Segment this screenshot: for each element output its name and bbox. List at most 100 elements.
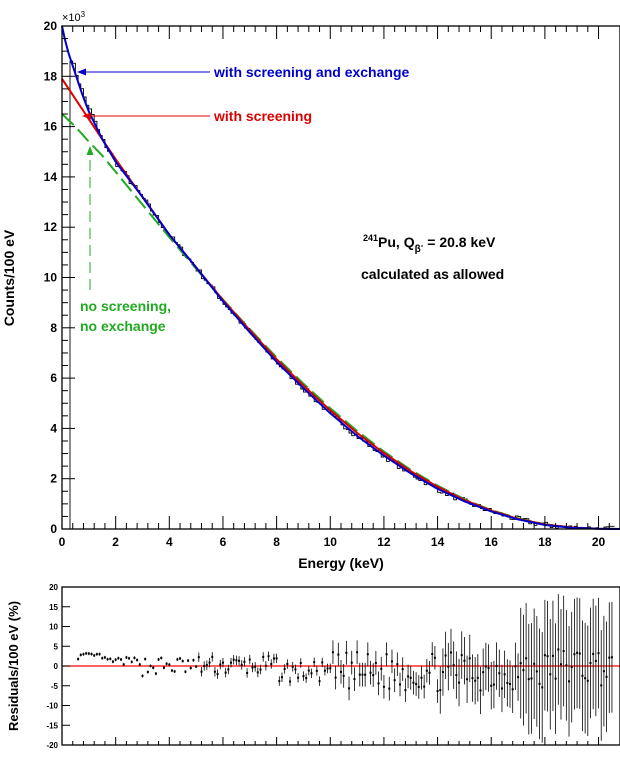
residual-point (482, 671, 485, 674)
residual-point (361, 673, 364, 676)
residual-point (608, 656, 611, 659)
y-axis-title: Counts/100 eV (1, 229, 17, 326)
residual-point (517, 676, 520, 679)
residual-point (184, 670, 187, 673)
residual-point (297, 676, 300, 679)
residual-point (474, 679, 477, 682)
residual-point (238, 659, 241, 662)
residual-point (425, 669, 428, 672)
residual-point (353, 678, 356, 681)
arrowhead-no-screening (86, 146, 94, 155)
residual-point (415, 683, 418, 686)
residual-point (404, 689, 407, 692)
residual-point (125, 656, 128, 659)
residual-y-tick-label: 0 (54, 662, 59, 671)
residual-point (101, 657, 104, 660)
residual-point (117, 657, 120, 660)
arrowhead-screening (82, 112, 91, 120)
main-x-tick-label: 14 (431, 535, 445, 549)
y-multiplier: ×103 (62, 10, 86, 24)
residual-point (310, 672, 313, 675)
residual-point (358, 673, 361, 676)
residual-point (307, 669, 310, 672)
residual-point (382, 685, 385, 688)
residual-point (431, 652, 434, 655)
residual-point (594, 659, 597, 662)
isotope-annotation: 241Pu, Qβ- = 20.8 keV (363, 233, 496, 255)
residual-point (138, 663, 141, 666)
residual-point (165, 662, 168, 665)
residual-point (506, 681, 509, 684)
residual-point (372, 674, 375, 677)
main-x-tick-label: 20 (592, 535, 606, 549)
residual-point (315, 669, 318, 672)
residual-point (439, 689, 442, 692)
residual-point (189, 667, 192, 670)
residual-point (452, 664, 455, 667)
residual-point (396, 663, 399, 666)
residual-point (305, 677, 308, 680)
residual-point (538, 682, 541, 685)
residual-point (420, 676, 423, 679)
residual-point (200, 670, 203, 673)
residual-point (519, 662, 522, 665)
residual-point (428, 671, 431, 674)
residual-point (487, 667, 490, 670)
residual-point (436, 690, 439, 693)
main-y-tick-label: 10 (44, 271, 58, 285)
residual-point (530, 677, 533, 680)
q-subscript: β (415, 244, 421, 255)
calculated-annotation: calculated as allowed (361, 266, 504, 282)
residual-point (192, 659, 195, 662)
residual-point (179, 657, 182, 660)
residual-point (455, 674, 458, 677)
residual-point (458, 681, 461, 684)
arrowhead-screening-exchange (77, 68, 86, 76)
residual-point (211, 655, 214, 658)
main-x-tick-label: 4 (166, 535, 173, 549)
main-x-tick-label: 2 (112, 535, 119, 549)
residual-point (576, 651, 579, 654)
residual-point (533, 662, 536, 665)
residual-point (283, 667, 286, 670)
residual-point (176, 658, 179, 661)
residual-point (264, 664, 267, 667)
residual-point (380, 667, 383, 670)
residual-point (262, 655, 265, 658)
residual-point (267, 655, 270, 658)
residual-point (128, 657, 131, 660)
residual-point (600, 684, 603, 687)
residual-point (463, 659, 466, 662)
residual-point (546, 655, 549, 658)
residual-point (272, 657, 275, 660)
residual-point (240, 663, 243, 666)
residual-point (568, 680, 571, 683)
residual-point (329, 667, 332, 670)
residual-point (388, 687, 391, 690)
residual-point (503, 673, 506, 676)
residual-point (294, 668, 297, 671)
residual-point (95, 653, 98, 656)
main-y-tick-label: 14 (44, 170, 58, 184)
main-y-tick-label: 8 (50, 321, 57, 335)
residual-point (170, 669, 173, 672)
residual-point (321, 661, 324, 664)
residual-point (162, 666, 165, 669)
residual-point (495, 665, 498, 668)
main-x-tick-label: 16 (485, 535, 499, 549)
residual-point (259, 668, 262, 671)
residual-point (337, 653, 340, 656)
residual-point (498, 672, 501, 675)
residual-point (326, 667, 329, 670)
residual-point (120, 658, 123, 661)
residual-point (500, 687, 503, 690)
measured-spectrum-histogram (69, 60, 615, 530)
residual-point (581, 674, 584, 677)
residual-point (286, 663, 289, 666)
residual-point (270, 662, 273, 665)
residual-point (393, 679, 396, 682)
residual-point (570, 666, 573, 669)
residual-point (423, 685, 426, 688)
residual-point (152, 666, 155, 669)
residual-point (79, 653, 82, 656)
